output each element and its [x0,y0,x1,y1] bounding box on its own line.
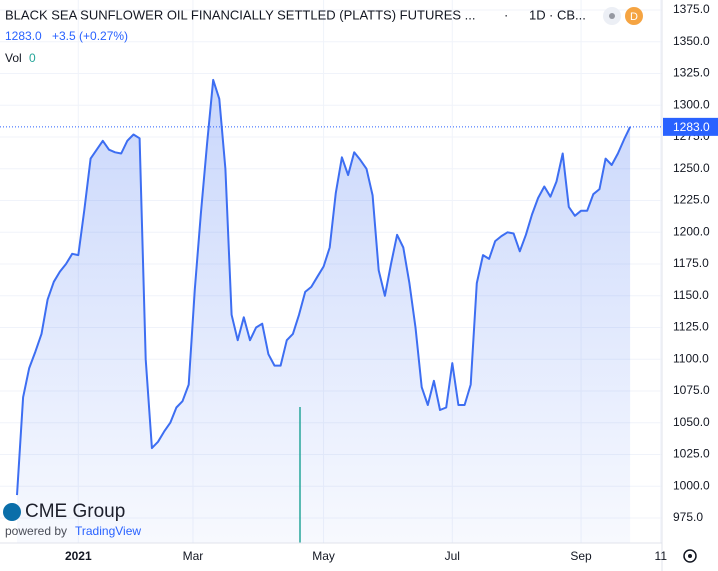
y-tick-label: 1225.0 [673,193,710,207]
interval: 1D [529,7,546,22]
y-tick-label: 1000.0 [673,478,710,492]
powered-by: powered by [5,524,67,538]
y-tick-label: 1125.0 [673,320,709,334]
y-tick-label: 1150.0 [673,288,709,302]
badge[interactable] [625,7,643,25]
x-tick-label: May [312,549,335,563]
y-tick-label: 1375.0 [673,2,710,16]
plot [0,78,662,544]
settings-icon-dot [688,554,692,558]
separator: · [549,7,553,22]
y-tick-label: 1200.0 [673,224,710,238]
x-tick-label: 2021 [65,549,92,563]
y-tick-label: 1025.0 [673,447,710,461]
y-tick-label: 1325.0 [673,66,710,80]
y-tick-label: 1175.0 [673,256,709,270]
y-tick-label: 1100.0 [673,351,709,365]
eye-icon-dot [609,13,615,19]
exchange: CB... [557,7,586,22]
brand[interactable]: TradingView [75,524,141,538]
y-tick-label: 1075.0 [673,383,710,397]
chart-title: BLACK SEA SUNFLOWER OIL FINANCIALLY SETT… [5,7,476,22]
x-tick-label: 11 [655,549,668,563]
y-tick-label: 1350.0 [673,34,710,48]
badge-text: D [630,11,638,23]
logo-globe [3,503,21,521]
y-tick-label: 1050.0 [673,415,710,429]
last-quote: 1283.0 [5,29,42,43]
logo-name: CME Group [25,501,125,522]
settings-icon[interactable] [683,549,697,563]
price-line [16,78,632,496]
x-tick-label: Sep [570,549,592,563]
x-tick-label: Jul [445,549,460,563]
y-tick-label: 1300.0 [673,97,710,111]
area-fill [16,79,631,544]
volume-value: 0 [29,51,36,65]
volume-label: Vol [5,51,22,65]
last-price-box [663,117,718,136]
y-tick-label: 1250.0 [673,161,710,175]
last-price-label: 1283.0 [673,120,710,134]
x-tick-label: Mar [183,549,204,563]
y-tick-label: 975.0 [673,510,703,524]
quote-change: +3.5 (+0.27%) [52,29,128,43]
separator: · [504,7,508,22]
